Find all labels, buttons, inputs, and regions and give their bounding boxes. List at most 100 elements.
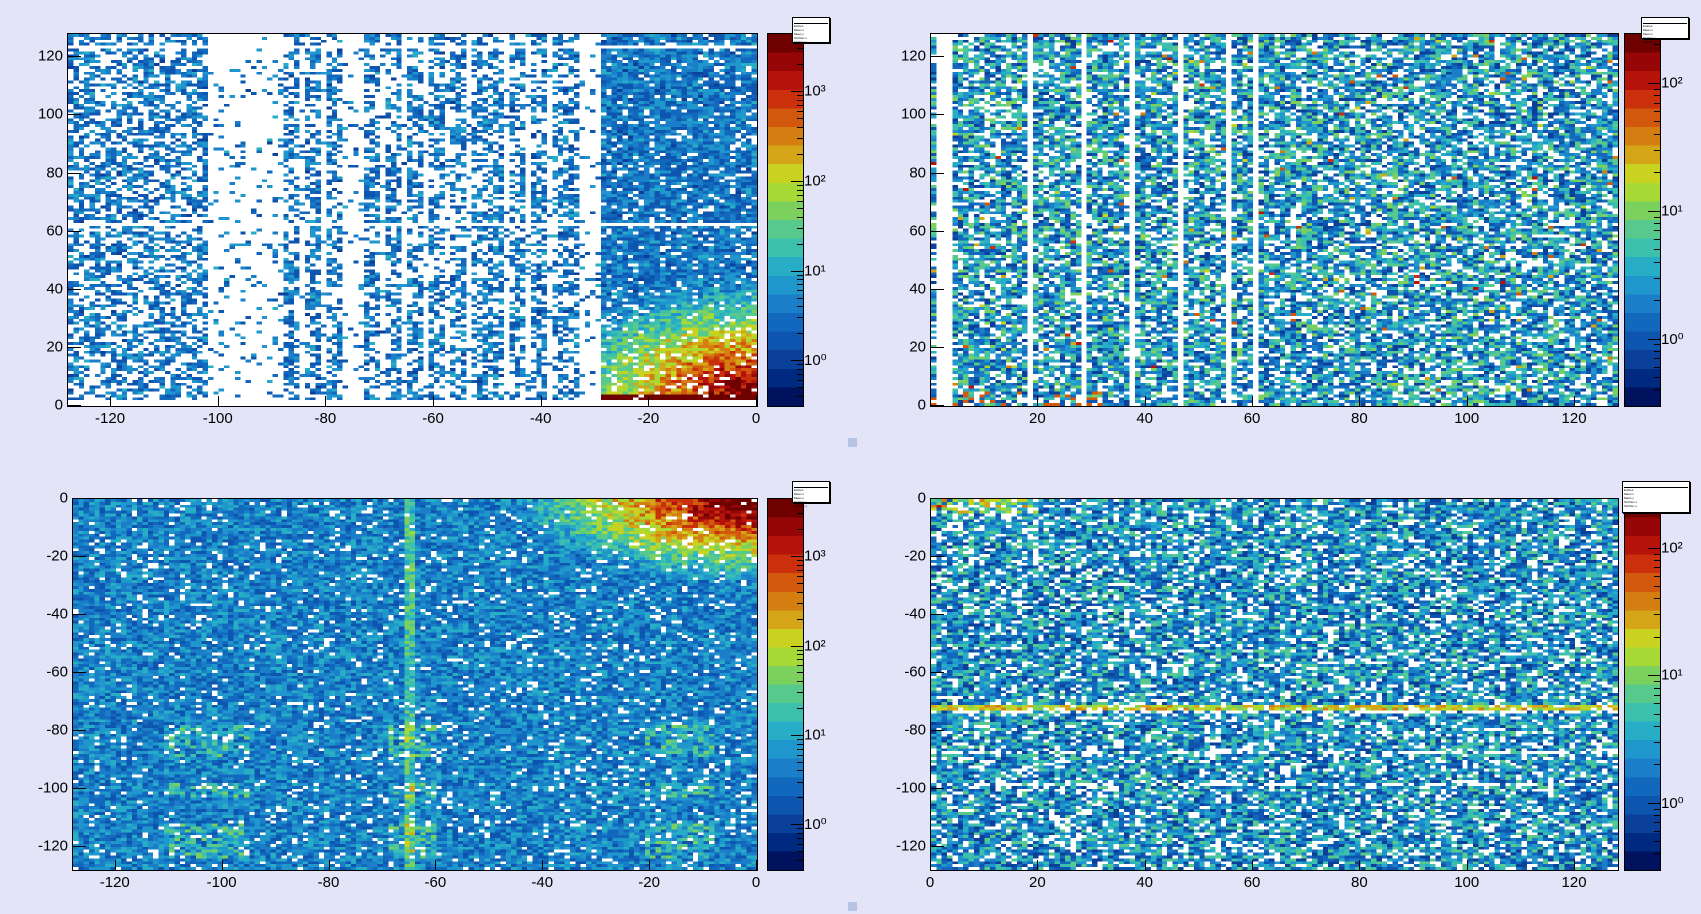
z-tick-label: 10⁰ [804,816,827,834]
z-tick-mark [797,681,803,683]
x-tick-mark [1574,396,1576,406]
y-tick-label: -120 [37,837,68,855]
y-tick-mark [930,346,944,348]
heatmap-plot-4[interactable] [930,498,1619,871]
x-tick-mark [1037,860,1039,870]
stats-row: Mean x [1643,28,1653,32]
stats-row: Std Dev y [794,40,808,44]
z-tick-mark [1654,277,1660,279]
z-tick-label: 10¹ [1661,202,1683,220]
z-tick-mark [797,859,803,861]
z-tick-mark [1654,567,1660,569]
color-scale-bar [767,33,804,407]
z-tick-mark [797,575,803,577]
z-tick-mark [797,333,803,335]
x-tick-label: 80 [1351,410,1368,427]
x-tick-mark [1466,396,1468,406]
y-tick-mark [930,729,944,731]
z-tick-mark [797,364,803,366]
heatmap-plot-3[interactable] [72,498,758,871]
stats-row: Std Dev y [1643,40,1657,44]
y-tick-mark [67,405,81,406]
z-tick-mark [797,380,803,382]
y-tick-label: -40 [904,605,926,623]
x-tick-label: 20 [1029,874,1046,891]
y-tick-label: 0 [59,489,68,507]
stats-row: Entries [1643,24,1653,28]
y-tick-mark [72,613,86,615]
y-tick-mark [67,288,81,290]
z-tick-mark [797,189,803,191]
x-tick-mark [1574,860,1576,870]
y-tick-mark [930,555,944,557]
z-tick-mark [1654,344,1660,346]
z-tick-label: 10¹ [1661,666,1683,684]
z-tick-mark [797,529,803,531]
stats-row: Entries [794,488,804,492]
z-tick-mark [797,748,803,750]
z-tick-mark [797,207,803,209]
z-tick-label: 10³ [804,547,826,565]
z-tick-label: 10³ [804,82,826,100]
x-tick-label: -60 [422,410,444,427]
x-tick-label: 100 [1454,410,1480,427]
stats-box[interactable]: Entries Mean x Mean y Std Dev x Std Dev y [792,17,830,44]
y-tick-label: -20 [904,547,926,565]
z-tick-mark [797,513,803,515]
z-tick-label: 10² [1661,74,1683,92]
stats-box[interactable]: Entries Mean x Mean y Std Dev x Std Dev y [1641,17,1689,44]
z-tick-mark [1654,389,1660,391]
stats-title [1643,19,1687,24]
z-tick-mark [791,645,803,647]
y-tick-mark [930,405,944,406]
z-tick-mark [1654,377,1660,378]
x-tick-label: 40 [1136,410,1154,427]
y-tick-label: 20 [909,338,926,356]
z-tick-mark [797,738,803,740]
z-tick-mark [1654,560,1660,562]
z-tick-mark [1648,82,1660,84]
y-tick-label: 120 [900,47,926,65]
heatmap-plot-1[interactable] [67,33,758,407]
x-tick-mark [540,396,542,406]
stats-box[interactable]: Entries Mean x Mean y Std Dev x Std Dev y [792,481,830,508]
z-tick-mark [797,654,803,656]
z-tick-mark [797,111,803,113]
y-tick-mark [930,114,944,116]
z-tick-mark [1654,713,1660,715]
z-tick-mark [1654,598,1660,600]
z-tick-mark [797,95,803,97]
x-tick-label: -20 [638,874,660,891]
stats-box[interactable]: Entries Mean x Mean y Std Dev x Std Dev y [1622,481,1690,513]
y-tick-mark [930,230,944,232]
z-tick-mark [1654,230,1660,232]
z-tick-mark [797,48,803,50]
z-tick-mark [791,270,803,272]
stats-row: Std Dev x [1643,36,1657,40]
y-tick-label: 20 [46,338,63,356]
z-tick-mark [1654,223,1660,225]
y-tick-mark [930,671,944,673]
z-tick-mark [1654,636,1660,638]
z-tick-mark [797,838,803,840]
x-tick-mark [328,860,330,870]
z-tick-mark [797,368,803,370]
y-tick-mark [72,555,86,557]
z-tick-mark [797,279,803,281]
z-tick-mark [797,797,803,799]
x-tick-label: -80 [317,874,340,891]
z-tick-mark [797,665,803,667]
z-tick-mark [797,583,803,585]
stats-row: Mean x [1624,492,1634,496]
x-tick-mark [542,860,544,870]
x-tick-mark [1037,396,1039,406]
z-tick-mark [797,284,803,286]
z-tick-label: 10⁰ [1661,330,1684,348]
z-tick-mark [1654,853,1660,855]
heatmap-plot-2[interactable] [930,33,1619,407]
z-tick-mark [797,126,803,128]
z-tick-mark [1654,216,1660,218]
z-tick-mark [1654,576,1660,577]
z-tick-mark [797,387,803,389]
x-tick-mark [1252,396,1254,406]
